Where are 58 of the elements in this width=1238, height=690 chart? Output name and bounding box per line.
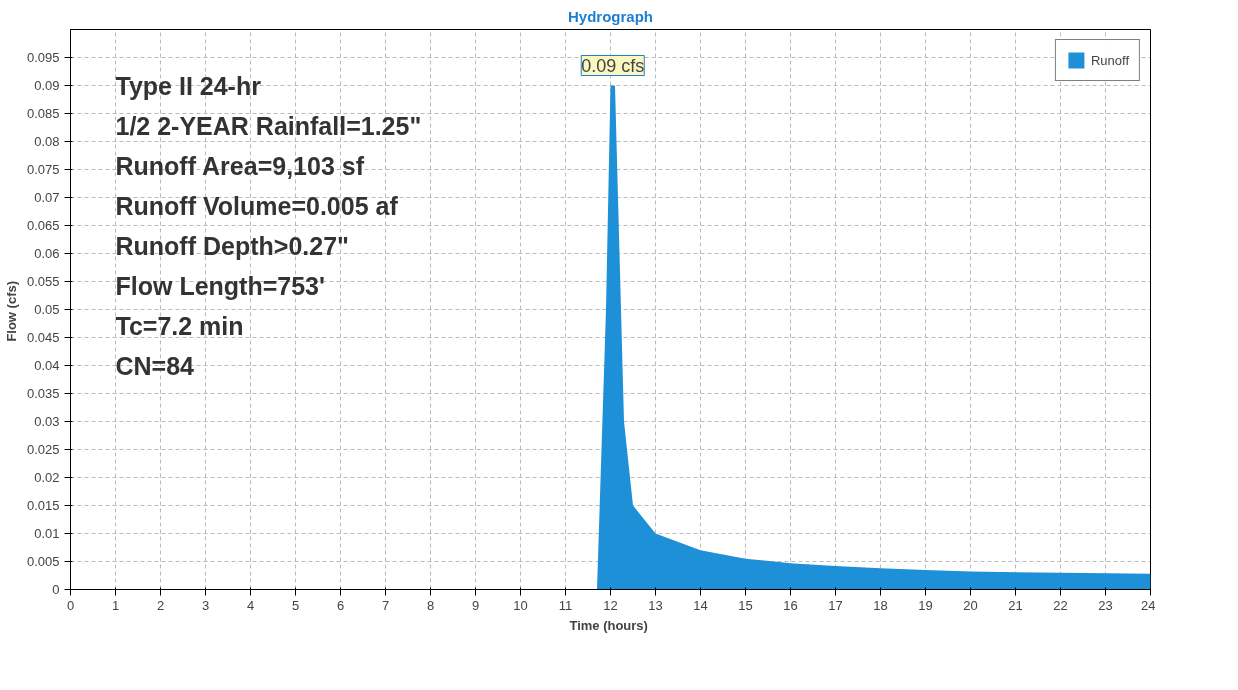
annotation: 1/2 2-YEAR Rainfall=1.25" <box>115 111 422 140</box>
x-tick-label: 16 <box>783 597 798 613</box>
x-tick-label: 0 <box>66 597 75 613</box>
x-tick-label: 1 <box>111 597 120 613</box>
x-tick-label: 15 <box>738 597 753 613</box>
y-tick-label: 0.005 <box>26 554 60 569</box>
x-tick-label: 2 <box>156 597 165 613</box>
x-axis-title: Time (hours) <box>569 617 648 633</box>
annotation: Type II 24-hr <box>115 71 262 100</box>
y-tick-label: 0.07 <box>34 190 60 205</box>
x-tick-label: 10 <box>513 597 528 613</box>
y-tick-label: 0.085 <box>26 106 60 121</box>
chart-title: Hydrograph <box>568 7 654 25</box>
annotation: Flow Length=753' <box>115 271 325 300</box>
y-tick-label: 0.045 <box>26 330 60 345</box>
annotation: Runoff Volume=0.005 af <box>115 191 399 220</box>
x-tick-label: 14 <box>693 597 708 613</box>
y-tick-label: 0.075 <box>26 162 60 177</box>
x-tick-label: 23 <box>1098 597 1113 613</box>
y-tick-label: 0 <box>52 582 60 597</box>
y-tick-label: 0.03 <box>34 414 60 429</box>
y-tick-label: 0.02 <box>34 470 60 485</box>
y-tick-label: 0.035 <box>26 386 60 401</box>
y-tick-label: 0.015 <box>26 498 60 513</box>
x-tick-label: 4 <box>246 597 255 613</box>
x-tick-label: 11 <box>558 597 573 613</box>
annotation: 0.09 cfs <box>581 55 645 76</box>
y-tick-label: 0.095 <box>26 50 60 65</box>
y-tick-label: 0.025 <box>26 442 60 457</box>
x-tick-label: 19 <box>918 597 933 613</box>
y-tick-label: 0.01 <box>34 526 60 541</box>
y-tick-label: 0.08 <box>34 134 60 149</box>
x-tick-label: 6 <box>336 597 345 613</box>
x-tick-label: 18 <box>873 597 888 613</box>
annotation: Runoff Area=9,103 sf <box>115 151 365 180</box>
y-tick-label: 0.065 <box>26 218 60 233</box>
x-tick-label: 22 <box>1053 597 1068 613</box>
annotation: Tc=7.2 min <box>115 311 244 340</box>
y-tick-label: 0.05 <box>34 302 60 317</box>
y-tick-label: 0.04 <box>34 358 60 373</box>
y-tick-label: 0.055 <box>26 274 60 289</box>
x-tick-label: 21 <box>1008 597 1023 613</box>
legend-label: Runoff <box>1090 52 1129 68</box>
x-tick-label: 8 <box>426 597 435 613</box>
x-tick-label: 13 <box>648 597 663 613</box>
x-tick-label: 12 <box>603 597 618 613</box>
x-tick-label: 17 <box>828 597 843 613</box>
x-tick-label: 9 <box>471 597 480 613</box>
x-tick-label: 20 <box>963 597 978 613</box>
x-tick-label: 3 <box>201 597 210 613</box>
x-tick-label: 24 <box>1141 597 1156 613</box>
annotation: CN=84 <box>115 351 195 380</box>
y-tick-label: 0.09 <box>34 78 60 93</box>
x-tick-label: 7 <box>381 597 390 613</box>
x-tick-label: 5 <box>291 597 300 613</box>
y-axis-title: Flow (cfs) <box>3 280 19 342</box>
y-tick-label: 0.06 <box>34 246 60 261</box>
annotation: Runoff Depth>0.27" <box>115 231 349 260</box>
